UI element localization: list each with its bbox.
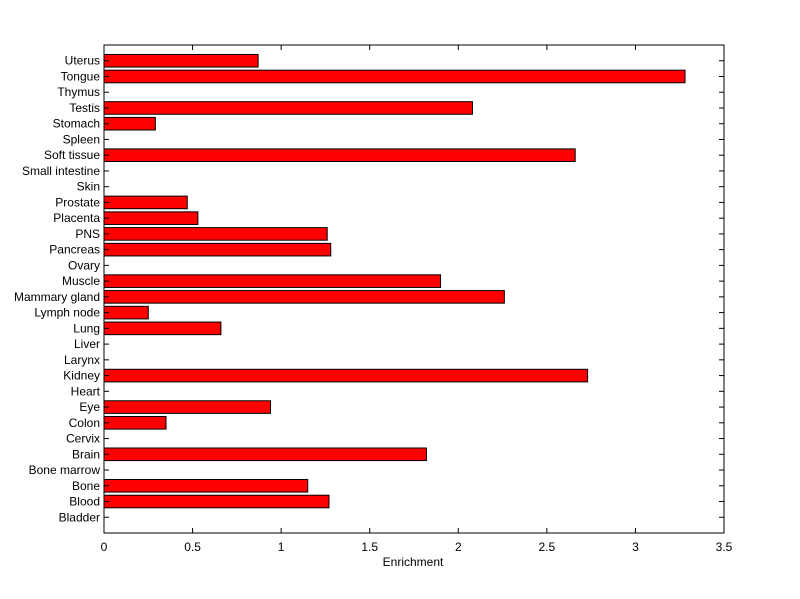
bar-bone bbox=[103, 478, 309, 493]
y-tick-label: Larynx bbox=[64, 353, 100, 367]
bar-eye bbox=[103, 400, 272, 414]
y-tick-label: Kidney bbox=[63, 369, 100, 383]
y-tick-label: Bladder bbox=[59, 510, 100, 524]
bars-group bbox=[103, 53, 686, 509]
x-tick-label: 3 bbox=[632, 540, 639, 554]
x-tick-label: 1 bbox=[278, 540, 285, 554]
x-axis: 0 0.5 1 1.5 2 2.5 3 3.5 bbox=[101, 45, 733, 554]
y-tick-label: Brain bbox=[72, 447, 100, 461]
bar-pns bbox=[103, 227, 328, 241]
x-tick-label: 3.5 bbox=[716, 540, 733, 554]
y-tick-label: Heart bbox=[71, 384, 101, 398]
y-tick-label: Mammary gland bbox=[14, 290, 100, 304]
y-tick-label: Spleen bbox=[63, 132, 100, 146]
y-tick-label: Placenta bbox=[53, 211, 100, 225]
bar-muscle bbox=[103, 274, 442, 288]
y-tick-label: Uterus bbox=[65, 54, 100, 68]
bar-pancreas bbox=[103, 242, 332, 257]
y-tick-label: Prostate bbox=[55, 195, 100, 209]
y-tick-label: Stomach bbox=[53, 117, 100, 131]
bar-placenta bbox=[103, 211, 199, 225]
bar-kidney bbox=[103, 368, 589, 383]
bar-brain bbox=[103, 447, 427, 462]
y-tick-label: Thymus bbox=[57, 85, 100, 99]
y-tick-label: PNS bbox=[75, 227, 100, 241]
y-tick-label: Cervix bbox=[66, 432, 100, 446]
x-tick-label: 2 bbox=[455, 540, 462, 554]
bar-uterus bbox=[103, 53, 259, 68]
y-tick-label: Tongue bbox=[61, 69, 101, 83]
bar-tongue bbox=[103, 69, 686, 84]
x-tick-label: 2.5 bbox=[539, 540, 556, 554]
y-tick-label: Lung bbox=[73, 321, 100, 335]
bar-lung bbox=[103, 321, 222, 336]
x-tick-label: 1.5 bbox=[361, 540, 378, 554]
y-tick-label: Muscle bbox=[62, 274, 100, 288]
bar-soft-tissue bbox=[103, 148, 576, 162]
y-tick-label: Blood bbox=[69, 495, 100, 509]
y-tick-label: Liver bbox=[74, 337, 100, 351]
y-tick-label: Testis bbox=[69, 101, 100, 115]
y-tick-label: Skin bbox=[77, 180, 100, 194]
x-tick-label: 0.5 bbox=[184, 540, 201, 554]
y-tick-label: Small intestine bbox=[22, 164, 100, 178]
y-tick-label: Bone marrow bbox=[29, 463, 101, 477]
bar-stomach bbox=[103, 116, 156, 131]
bar-colon bbox=[103, 416, 167, 430]
y-tick-label: Pancreas bbox=[49, 243, 100, 257]
y-tick-label: Eye bbox=[79, 400, 100, 414]
bar-prostate bbox=[103, 195, 188, 210]
bar-mammary-gland bbox=[103, 290, 505, 304]
y-tick-label: Ovary bbox=[68, 258, 100, 272]
y-tick-label: Bone bbox=[72, 479, 100, 493]
bar-testis bbox=[103, 101, 473, 115]
bar-lymph-node bbox=[103, 305, 149, 320]
x-tick-label: 0 bbox=[101, 540, 108, 554]
y-tick-label: Colon bbox=[69, 416, 100, 430]
bar-blood bbox=[103, 494, 330, 509]
y-tick-label: Soft tissue bbox=[44, 148, 100, 162]
y-tick-label: Lymph node bbox=[34, 306, 100, 320]
x-axis-title: Enrichment bbox=[383, 555, 444, 569]
